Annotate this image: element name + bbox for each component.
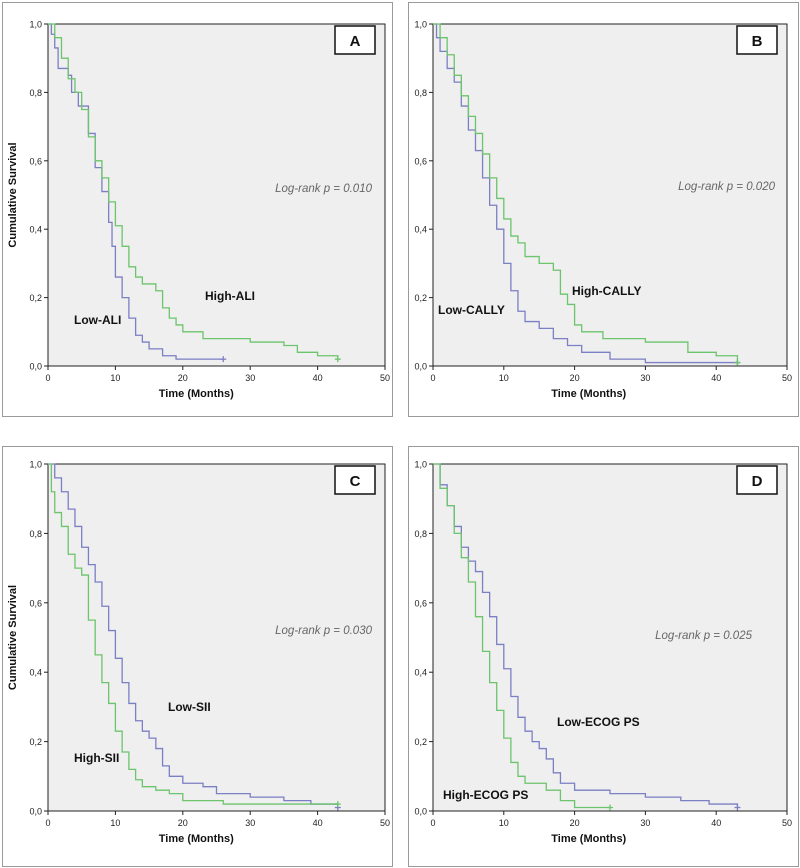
log-rank-annotation: Log-rank p = 0.025 (655, 630, 752, 642)
plot-area (47, 23, 386, 367)
y-tick-label: 1,0 (29, 20, 42, 30)
panel-label-box (334, 465, 376, 495)
panel-label: B (752, 33, 763, 50)
series-label: High-ECOG PS (443, 788, 528, 802)
x-axis-title: Time (Months) (159, 388, 234, 400)
x-tick-label: 50 (782, 373, 792, 383)
survival-curve-a (433, 23, 738, 364)
log-rank-annotation: Log-rank p = 0.010 (275, 183, 372, 195)
series-label: High-ALI (205, 289, 255, 303)
x-tick-label: 30 (245, 818, 255, 828)
y-tick-label: 0,6 (29, 598, 42, 608)
x-tick-label: 40 (711, 818, 721, 828)
y-tick-label: 0,8 (29, 88, 42, 98)
x-tick-label: 10 (499, 818, 509, 828)
plot-area (432, 23, 788, 367)
x-tick-label: 0 (45, 818, 50, 828)
x-tick-label: 20 (570, 818, 580, 828)
y-tick-label: 1,0 (414, 20, 427, 30)
survival-curve-b (433, 23, 739, 363)
y-tick-label: 0,6 (414, 156, 427, 166)
x-tick-label: 20 (570, 373, 580, 383)
y-tick-label: 0,4 (29, 668, 42, 678)
x-tick-label: 50 (782, 818, 792, 828)
x-tick-label: 40 (313, 818, 323, 828)
y-tick-label: 0,4 (29, 225, 42, 235)
y-tick-label: 1,0 (29, 460, 42, 470)
x-axis-title: Time (Months) (551, 833, 626, 845)
y-tick-label: 0,2 (29, 737, 42, 747)
panel-label: A (350, 33, 361, 50)
x-axis-title: Time (Months) (551, 388, 626, 400)
series-label: Low-CALLY (438, 303, 505, 317)
x-tick-label: 0 (430, 818, 435, 828)
y-tick-label: 0,4 (414, 225, 427, 235)
x-tick-label: 30 (640, 373, 650, 383)
panel-label-box (736, 25, 778, 55)
panel-label: D (752, 473, 763, 490)
survival-curve-a (48, 463, 339, 808)
survival-curve-b (48, 463, 338, 805)
plot-area (47, 463, 386, 812)
x-tick-label: 40 (313, 373, 323, 383)
x-tick-label: 10 (110, 818, 120, 828)
panel-label: C (350, 473, 361, 490)
y-tick-label: 0,0 (29, 362, 42, 372)
y-tick-label: 0,8 (414, 529, 427, 539)
series-label: High-SII (74, 751, 119, 765)
panel-d: 0,0 0,2 0,4 0,6 0,8 1,0 0 10 20 30 40 50 Time (Month… (408, 446, 799, 867)
log-rank-annotation: Log-rank p = 0.020 (678, 181, 775, 193)
survival-curve-b (48, 23, 339, 360)
x-tick-label: 20 (178, 373, 188, 383)
x-tick-label: 30 (245, 373, 255, 383)
panel-label-box (736, 465, 778, 495)
x-axis-title: Time (Months) (159, 833, 234, 845)
panel-c: 0,0 0,2 0,4 0,6 0,8 1,0 0 10 20 30 40 50 Time (Month… (2, 446, 393, 867)
series-label: Low-SII (168, 700, 211, 714)
series-label: Low-ALI (74, 313, 121, 327)
y-tick-label: 0,2 (414, 737, 427, 747)
x-tick-label: 0 (430, 373, 435, 383)
y-tick-label: 0,4 (414, 668, 427, 678)
x-tick-label: 50 (380, 818, 390, 828)
y-tick-label: 0,0 (414, 807, 427, 817)
x-tick-label: 10 (499, 373, 509, 383)
x-tick-label: 40 (711, 373, 721, 383)
y-tick-label: 0,0 (29, 807, 42, 817)
series-label: Low-ECOG PS (557, 715, 640, 729)
survival-curve-b (433, 463, 610, 809)
y-tick-label: 0,6 (414, 598, 427, 608)
y-tick-label: 0,6 (29, 156, 42, 166)
x-tick-label: 10 (110, 373, 120, 383)
panel-b: 0,0 0,2 0,4 0,6 0,8 1,0 0 10 20 30 40 50 Time (Month… (408, 2, 799, 417)
log-rank-annotation: Log-rank p = 0.030 (275, 625, 372, 637)
y-tick-label: 1,0 (414, 460, 427, 470)
y-tick-label: 0,2 (414, 293, 427, 303)
y-tick-label: 0,8 (414, 88, 427, 98)
y-tick-label: 0,0 (414, 362, 427, 372)
survival-curve-a (48, 23, 224, 360)
panel-label-box (334, 25, 376, 55)
x-tick-label: 0 (45, 373, 50, 383)
x-tick-label: 30 (640, 818, 650, 828)
series-label: High-CALLY (572, 284, 642, 298)
x-tick-label: 50 (380, 373, 390, 383)
y-tick-label: 0,8 (29, 529, 42, 539)
x-tick-label: 20 (178, 818, 188, 828)
plot-area (432, 463, 788, 812)
y-axis-title: Cumulative Survival (7, 585, 19, 690)
y-tick-label: 0,2 (29, 293, 42, 303)
panel-a: 0,0 0,2 0,4 0,6 0,8 1,0 0 10 20 30 40 50 Time (Month… (2, 2, 393, 417)
y-axis-title: Cumulative Survival (7, 142, 19, 247)
